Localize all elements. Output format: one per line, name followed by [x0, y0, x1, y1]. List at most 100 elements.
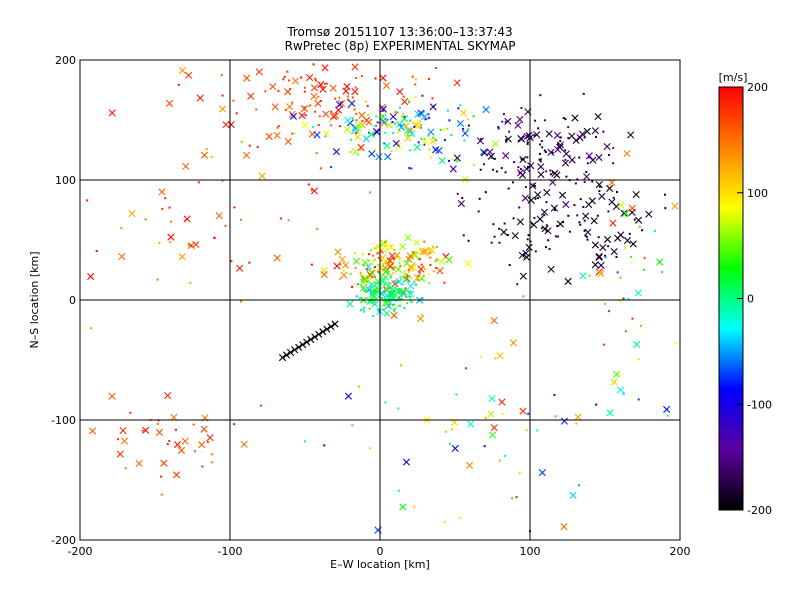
scatter-dot: [393, 286, 396, 289]
scatter-dot: [380, 297, 383, 300]
scatter-dot: [381, 280, 384, 283]
scatter-dot: [338, 125, 341, 128]
scatter-dot: [393, 299, 396, 302]
scatter-x-marker: [338, 255, 346, 263]
scatter-x-marker: [395, 278, 403, 286]
scatter-dot: [539, 160, 542, 163]
scatter-dot: [567, 137, 570, 140]
y-tick-label: -200: [51, 534, 76, 547]
scatter-dot: [361, 120, 364, 123]
scatter-dot: [314, 77, 317, 80]
scatter-dot: [490, 156, 493, 159]
scatter-dot: [466, 118, 469, 121]
scatter-x-marker: [333, 262, 341, 270]
scatter-dot: [408, 167, 411, 170]
scatter-x-marker: [606, 184, 614, 192]
scatter-dot: [544, 150, 547, 153]
scatter-dot: [409, 149, 412, 152]
scatter-dot: [362, 308, 365, 311]
scatter-dot: [498, 227, 501, 230]
scatter-x-marker: [496, 352, 504, 360]
scatter-x-marker: [476, 137, 484, 145]
scatter-dot: [373, 266, 376, 269]
scatter-dot: [538, 143, 541, 146]
scatter-dot: [585, 235, 588, 238]
scatter-dot: [421, 297, 424, 300]
scatter-dot: [427, 113, 430, 116]
scatter-x-marker: [589, 156, 597, 164]
scatter-dot: [117, 438, 120, 441]
scatter-dot: [392, 260, 395, 263]
scatter-x-marker: [355, 121, 363, 129]
scatter-x-marker: [178, 66, 187, 75]
scatter-dot: [443, 520, 446, 523]
scatter-x-marker: [361, 258, 369, 266]
scatter-dot: [407, 101, 410, 104]
scatter-dot: [526, 141, 529, 144]
scatter-x-marker: [165, 99, 174, 107]
scatter-dot: [383, 142, 386, 145]
scatter-dot: [230, 260, 233, 263]
scatter-dot: [384, 250, 387, 253]
scatter-x-marker: [610, 247, 618, 256]
scatter-x-marker: [120, 437, 129, 445]
scatter-x-marker: [409, 263, 417, 272]
scatter-dot: [291, 101, 294, 104]
scatter-dot: [483, 163, 486, 166]
scatter-dot: [210, 155, 213, 158]
scatter-x-marker: [311, 333, 319, 341]
scatter-dot: [472, 164, 475, 167]
scatter-dot: [286, 70, 289, 73]
scatter-dot: [161, 207, 164, 210]
scatter-dot: [414, 96, 417, 99]
scatter-x-marker: [610, 378, 618, 386]
scatter-x-marker: [529, 182, 537, 190]
scatter-dot: [406, 302, 409, 305]
scatter-dot: [377, 264, 380, 267]
scatter-dot: [428, 148, 431, 151]
scatter-x-marker: [108, 109, 116, 117]
scatter-dot: [526, 156, 529, 159]
scatter-dot: [549, 169, 552, 172]
scatter-dot: [492, 223, 495, 226]
scatter-dot: [397, 489, 400, 492]
scatter-x-marker: [164, 391, 172, 400]
scatter-dot: [303, 440, 306, 443]
scatter-dot: [259, 404, 262, 407]
scatter-x-marker: [387, 243, 395, 252]
colorbar: [m/s] -200 -100 0 100 200: [718, 71, 772, 517]
scatter-dot: [201, 465, 204, 468]
scatter-x-marker: [385, 121, 394, 129]
scatter-x-marker: [416, 315, 425, 323]
scatter-dot: [527, 165, 530, 168]
scatter-x-marker: [487, 410, 495, 418]
scatter-dot: [508, 264, 511, 267]
scatter-dot: [399, 106, 402, 109]
scatter-x-marker: [200, 425, 208, 433]
scatter-dot: [141, 429, 144, 432]
scatter-dot: [451, 157, 454, 160]
scatter-x-marker: [258, 172, 266, 180]
scatter-x-marker: [534, 191, 542, 199]
scatter-x-marker: [196, 94, 204, 102]
scatter-x-marker: [504, 117, 512, 125]
scatter-dot: [434, 139, 437, 142]
scatter-x-marker: [405, 255, 413, 263]
scatter-x-marker: [273, 131, 281, 140]
scatter-dot: [169, 241, 172, 244]
scatter-x-marker: [417, 265, 425, 273]
chart-subtitle: RwPretec (8p) EXPERIMENTAL SKYMAP: [284, 39, 516, 53]
scatter-x-marker: [397, 123, 405, 132]
scatter-dot: [551, 171, 554, 174]
scatter-dot: [575, 422, 578, 425]
scatter-dot: [314, 79, 317, 82]
scatter-dot: [339, 277, 342, 280]
y-tick-label: 100: [55, 174, 76, 187]
scatter-x-marker: [390, 311, 398, 320]
scatter-x-marker: [282, 351, 291, 359]
scatter-x-marker: [298, 111, 306, 120]
scatter-dot: [562, 221, 565, 224]
scatter-dot: [515, 496, 518, 499]
scatter-dot: [373, 292, 376, 295]
scatter-x-marker: [402, 458, 411, 466]
